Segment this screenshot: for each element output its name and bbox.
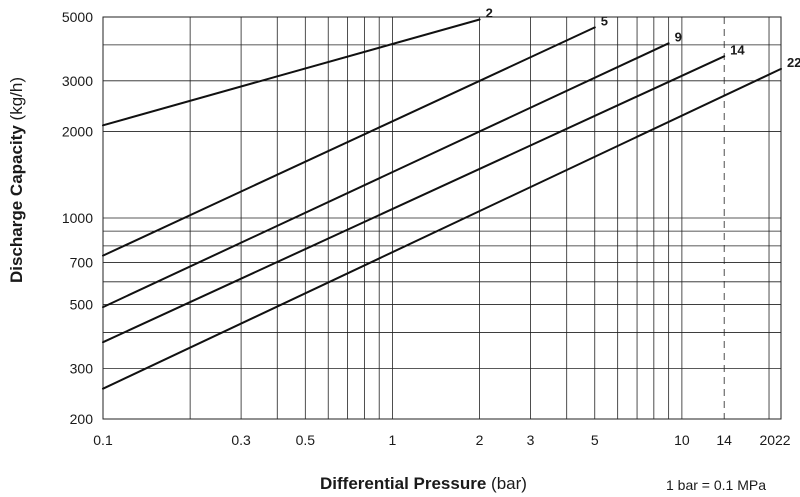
series-label-layer: 2 5 9 14 22 xyxy=(486,6,800,70)
tick-layer: 0.1 0.3 0.5 1 2 3 5 10 14 20 22 200 300 500 700 1000 200… xyxy=(62,9,791,448)
x-axis-unit: (bar) xyxy=(491,474,527,493)
x-tick-label: 22 xyxy=(775,432,791,448)
y-tick-label: 700 xyxy=(70,255,94,271)
plot-frame xyxy=(102,16,782,420)
y-axis-unit: (kg/h) xyxy=(7,77,26,121)
series-label-22: 22 xyxy=(787,55,800,70)
x-tick-label: 1 xyxy=(389,432,397,448)
series-label-2: 2 xyxy=(486,6,493,21)
x-tick-label: 5 xyxy=(591,432,599,448)
y-tick-label: 5000 xyxy=(62,9,93,25)
series-line-22 xyxy=(102,67,782,390)
series-line-9 xyxy=(102,42,670,309)
series-label-14: 14 xyxy=(730,42,745,57)
series-line-5 xyxy=(102,26,596,257)
series-line-2 xyxy=(102,18,481,127)
y-tick-label: 300 xyxy=(70,360,94,376)
x-axis-title: Differential Pressure (bar) xyxy=(320,474,527,494)
x-tick-label: 10 xyxy=(674,432,690,448)
series-label-5: 5 xyxy=(601,13,608,28)
y-tick-label: 1000 xyxy=(62,210,93,226)
unit-note: 1 bar = 0.1 MPa xyxy=(666,477,767,493)
series-layer xyxy=(102,18,782,390)
series-line-14 xyxy=(102,55,726,344)
y-tick-label: 3000 xyxy=(62,73,93,89)
series-label-9: 9 xyxy=(675,29,682,44)
x-axis-label: Differential Pressure xyxy=(320,474,487,493)
x-tick-label: 3 xyxy=(527,432,535,448)
y-tick-label: 2000 xyxy=(62,123,93,139)
y-tick-label: 500 xyxy=(70,297,94,313)
x-tick-label: 0.1 xyxy=(93,432,113,448)
y-axis-title: Discharge Capacity (kg/h) xyxy=(7,77,27,283)
x-tick-label: 20 xyxy=(759,432,775,448)
x-tick-label: 0.3 xyxy=(231,432,251,448)
x-tick-label: 0.5 xyxy=(296,432,316,448)
y-tick-label: 200 xyxy=(70,411,94,427)
y-axis-label: Discharge Capacity xyxy=(7,125,26,283)
x-tick-label: 2 xyxy=(476,432,484,448)
x-tick-label: 14 xyxy=(716,432,732,448)
grid-layer xyxy=(102,16,782,420)
